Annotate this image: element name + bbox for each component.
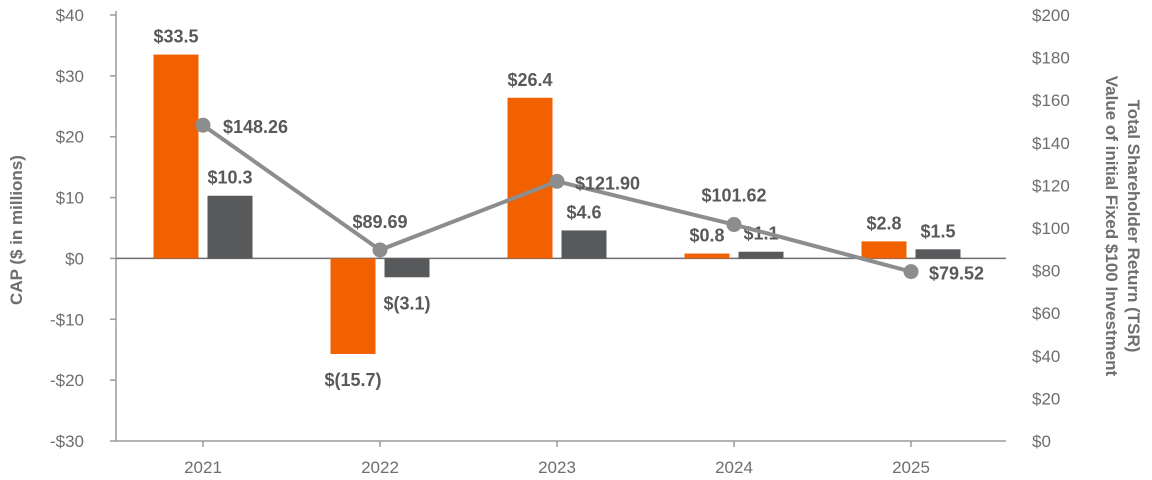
- bar-1-label: $33.5: [153, 27, 198, 47]
- left-tick-label: $10: [56, 189, 84, 208]
- right-tick-label: $140: [1032, 134, 1070, 153]
- right-tick-label: $120: [1032, 176, 1070, 195]
- tsr-point-2022: [372, 242, 388, 258]
- tsr-line: [201, 123, 912, 274]
- right-tick-label: $60: [1032, 304, 1060, 323]
- x-tick-label: 2025: [892, 458, 930, 477]
- x-tick-label: 2021: [184, 458, 222, 477]
- x-tick-label: 2024: [715, 458, 753, 477]
- left-tick-label: $40: [56, 6, 84, 25]
- tsr-label: $148.26: [223, 117, 288, 137]
- left-tick-label: $0: [65, 249, 84, 268]
- left-tick-label: $30: [56, 67, 84, 86]
- bar-2-label: $(3.1): [383, 293, 430, 313]
- bar-1-2021: [153, 54, 199, 259]
- bar-2-2023: [561, 230, 607, 259]
- left-tick-label: -$10: [50, 310, 84, 329]
- tsr-point-2021: [195, 117, 211, 133]
- left-tick-label: -$20: [50, 371, 84, 390]
- bar-1-2025: [861, 241, 907, 259]
- bar-2-label: $10.3: [207, 168, 252, 188]
- right-tick-label: $180: [1032, 49, 1070, 68]
- left-tick-label: $20: [56, 128, 84, 147]
- right-axis-title-line2: Value of initial Fixed $100 Investment: [1102, 76, 1121, 377]
- tsr-label: $121.90: [575, 173, 640, 193]
- bar-1-label: $2.8: [866, 213, 901, 233]
- tsr-label: $101.62: [701, 186, 766, 206]
- bar-2-label: $1.5: [920, 221, 955, 241]
- bar-2-label: $4.6: [566, 202, 601, 222]
- tsr-point-2023: [549, 173, 565, 189]
- bar-1-2022: [330, 258, 376, 354]
- right-tick-label: $200: [1032, 6, 1070, 25]
- tsr-label: $89.69: [352, 212, 407, 232]
- right-tick-label: $160: [1032, 91, 1070, 110]
- tsr-point-2025: [903, 264, 919, 280]
- right-tick-label: $40: [1032, 347, 1060, 366]
- tsr-point-2024: [726, 217, 742, 233]
- bar-1-label: $0.8: [689, 226, 724, 246]
- bar-1-2024: [684, 253, 730, 259]
- left-tick-label: -$30: [50, 432, 84, 451]
- right-tick-label: $0: [1032, 432, 1051, 451]
- bar-1-label: $(15.7): [324, 370, 381, 390]
- right-tick-label: $100: [1032, 219, 1070, 238]
- bar-2-2021: [207, 195, 253, 259]
- bar-2-2025: [915, 249, 961, 259]
- tsr-label: $79.52: [929, 264, 984, 284]
- x-tick-label: 2022: [361, 458, 399, 477]
- right-tick-label: $20: [1032, 389, 1060, 408]
- x-tick-label: 2023: [538, 458, 576, 477]
- bar-1-label: $26.4: [507, 70, 552, 90]
- right-tick-label: $80: [1032, 262, 1060, 281]
- left-axis-title: CAP ($ in millions): [7, 155, 26, 305]
- right-axis-title-line1: Total Shareholder Return (TSR): [1124, 100, 1143, 353]
- bar-1-2023: [507, 97, 553, 259]
- bar-2-2022: [384, 258, 430, 278]
- bar-2-2024: [738, 251, 784, 259]
